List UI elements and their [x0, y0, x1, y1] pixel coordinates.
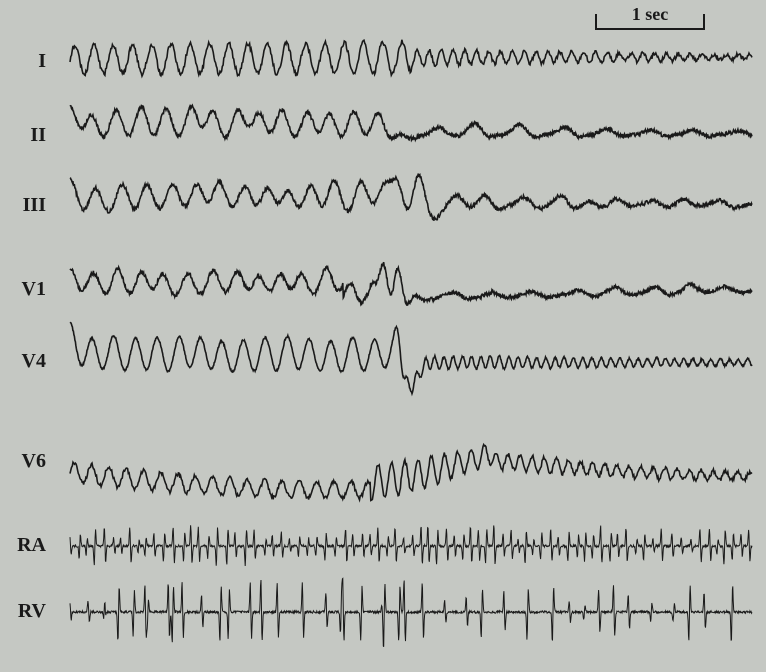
trace-rv [0, 0, 766, 672]
